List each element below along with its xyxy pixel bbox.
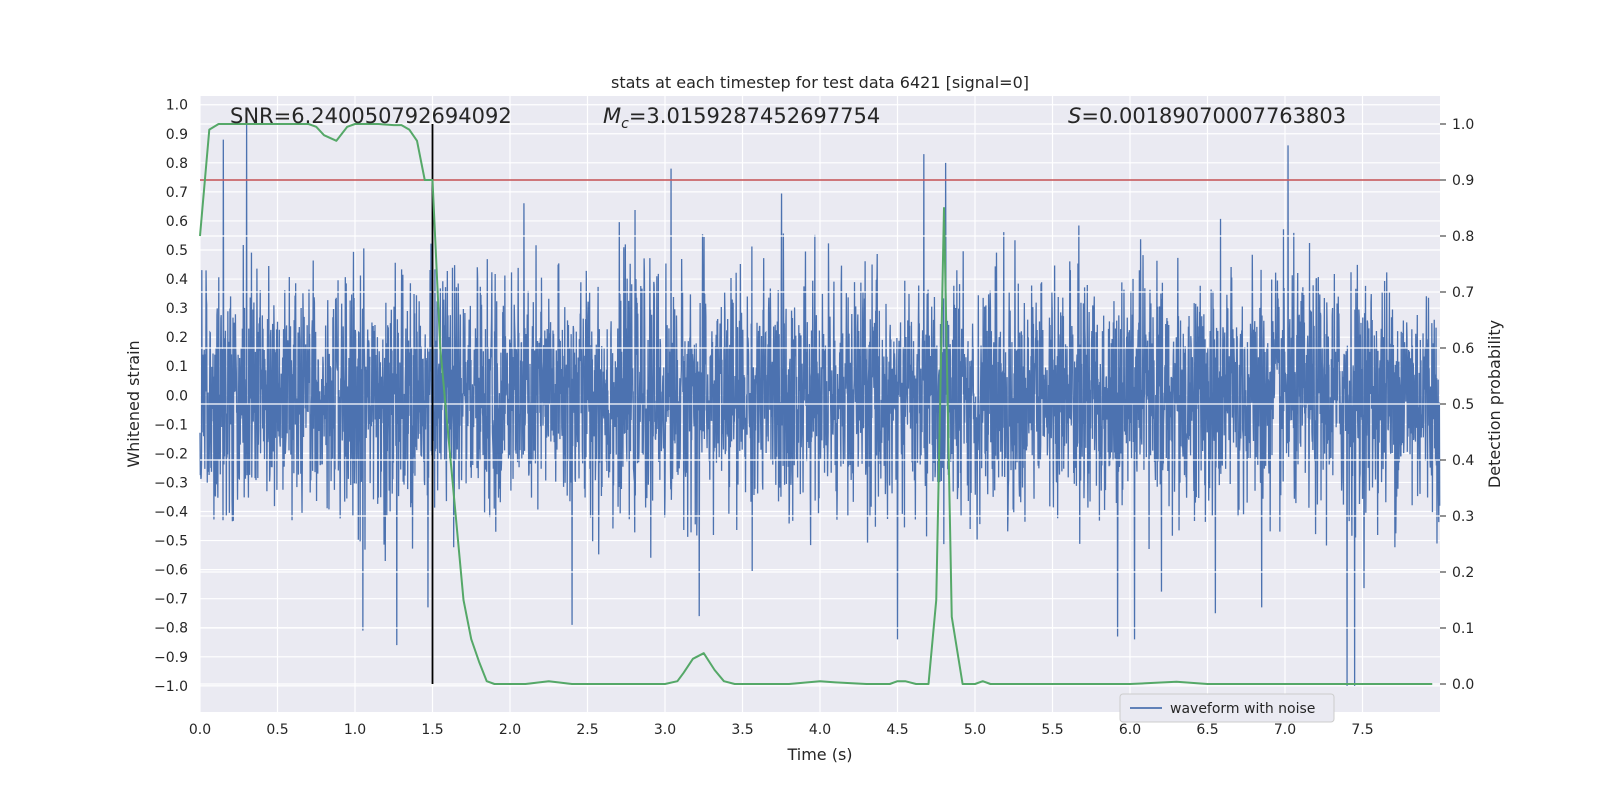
x-tick-label: 2.0 bbox=[499, 722, 521, 738]
y-right-tick-label: 0.6 bbox=[1452, 341, 1474, 357]
x-tick-label: 5.0 bbox=[964, 722, 986, 738]
s-prefix: S bbox=[1068, 104, 1081, 128]
x-tick-label: 4.0 bbox=[809, 722, 831, 738]
s-annotation: S=0.00189070007763803 bbox=[1068, 104, 1346, 128]
y-left-tick-label: 0.1 bbox=[166, 359, 188, 375]
y-axis-right-label: Detection probability bbox=[1485, 320, 1504, 488]
x-tick-label: 3.0 bbox=[654, 722, 676, 738]
y-right-tick-label: 0.9 bbox=[1452, 173, 1474, 189]
y-left-tick-label: −0.5 bbox=[154, 534, 188, 550]
y-left-tick-label: 0.5 bbox=[166, 243, 188, 259]
y-left-tick-label: −0.1 bbox=[154, 417, 188, 433]
waveform-series bbox=[199, 119, 1441, 686]
y-left-tick-label: −0.9 bbox=[154, 650, 188, 666]
x-tick-labels: 0.0 0.5 1.0 1.5 2.0 2.5 3.0 3.5 4.0 4.5 5.0 5.5 6.0 6… bbox=[189, 722, 1374, 738]
x-tick-label: 7.0 bbox=[1274, 722, 1296, 738]
grid-y-right bbox=[200, 123, 1440, 685]
y-right-tick-label: 0.4 bbox=[1452, 453, 1474, 469]
y-right-tick-label: 0.7 bbox=[1452, 285, 1474, 301]
waveform-line bbox=[199, 119, 1441, 686]
x-tick-label: 2.5 bbox=[576, 722, 598, 738]
y-right-tick-labels: 1.0 0.9 0.8 0.7 0.6 0.5 0.4 0.3 0.2 0.1 0.0 bbox=[1440, 117, 1474, 693]
overlay-series bbox=[199, 123, 1440, 685]
x-tick-label: 3.5 bbox=[731, 722, 753, 738]
y-right-tick-label: 0.1 bbox=[1452, 621, 1474, 637]
mc-subscript: c bbox=[621, 116, 629, 132]
y-left-tick-label: −0.6 bbox=[154, 563, 188, 579]
y-left-tick-label: −0.8 bbox=[154, 621, 188, 637]
y-left-tick-label: −1.0 bbox=[154, 679, 188, 695]
x-tick-label: 0.5 bbox=[266, 722, 288, 738]
detection-probability-line bbox=[199, 123, 1433, 685]
x-tick-label: 6.0 bbox=[1119, 722, 1141, 738]
legend-box bbox=[1119, 693, 1335, 723]
x-tick-label: 0.0 bbox=[189, 722, 211, 738]
y-left-tick-label: −0.2 bbox=[154, 446, 188, 462]
y-right-tick-label: 0.5 bbox=[1452, 397, 1474, 413]
legend: waveform with noise bbox=[1119, 693, 1335, 723]
y-left-tick-label: 0.7 bbox=[166, 185, 188, 201]
y-left-tick-label: 0.6 bbox=[166, 214, 188, 230]
s-value: =0.00189070007763803 bbox=[1081, 104, 1346, 128]
y-left-tick-labels: 1.0 0.9 0.8 0.7 0.6 0.5 0.4 0.3 0.2 0.1 0.0 −0.1 −0.… bbox=[154, 98, 188, 695]
x-tick-label: 6.5 bbox=[1196, 722, 1218, 738]
y-left-tick-label: 0.9 bbox=[166, 127, 188, 143]
x-tick-label: 5.5 bbox=[1041, 722, 1063, 738]
x-tick-label: 1.5 bbox=[421, 722, 443, 738]
y-right-tick-label: 0.0 bbox=[1452, 677, 1474, 693]
chart-title: stats at each timestep for test data 642… bbox=[611, 73, 1029, 92]
legend-label: waveform with noise bbox=[1170, 701, 1315, 717]
y-left-tick-label: −0.3 bbox=[154, 475, 188, 491]
mc-annotation: Mc=3.0159287452697754 bbox=[603, 104, 880, 132]
x-tick-label: 7.5 bbox=[1351, 722, 1373, 738]
y-right-tick-label: 0.3 bbox=[1452, 509, 1474, 525]
x-axis-label: Time (s) bbox=[786, 745, 852, 764]
y-left-tick-label: 1.0 bbox=[166, 98, 188, 114]
y-axis-left-label: Whitened strain bbox=[124, 340, 143, 467]
y-right-tick-label: 1.0 bbox=[1452, 117, 1474, 133]
mc-value: =3.0159287452697754 bbox=[629, 104, 880, 128]
y-left-tick-label: 0.8 bbox=[166, 156, 188, 172]
y-left-tick-label: 0.0 bbox=[166, 388, 188, 404]
mc-prefix: M bbox=[603, 104, 621, 128]
snr-annotation: SNR=6.240050792694092 bbox=[230, 104, 512, 128]
y-right-tick-label: 0.2 bbox=[1452, 565, 1474, 581]
x-tick-label: 4.5 bbox=[886, 722, 908, 738]
y-right-tick-label: 0.8 bbox=[1452, 229, 1474, 245]
y-left-tick-label: 0.2 bbox=[166, 330, 188, 346]
x-tick-label: 1.0 bbox=[344, 722, 366, 738]
y-left-tick-label: 0.3 bbox=[166, 301, 188, 317]
y-left-tick-label: −0.7 bbox=[154, 592, 188, 608]
y-left-tick-label: −0.4 bbox=[154, 505, 188, 521]
y-left-tick-label: 0.4 bbox=[166, 272, 188, 288]
